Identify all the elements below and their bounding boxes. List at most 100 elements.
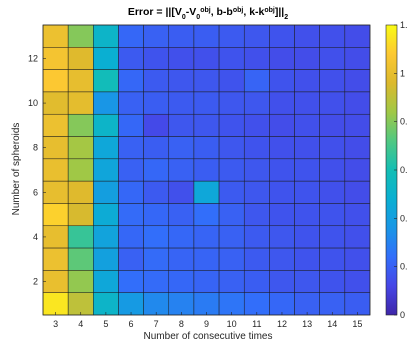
- heatmap-cell: [319, 158, 346, 182]
- heatmap-cell: [193, 203, 220, 227]
- colorbar-ticks: 1. 1 0. 0. 0. 0. 0: [394, 20, 408, 320]
- heatmap-cell: [269, 24, 295, 48]
- heatmap-cell: [294, 270, 320, 293]
- heatmap-cell: [93, 270, 119, 293]
- heatmap-cell: [344, 47, 371, 70]
- heatmap-cell: [218, 69, 245, 93]
- y-tick-label: 4: [33, 232, 38, 242]
- heatmap-cell: [269, 225, 295, 249]
- heatmap-cell: [218, 203, 245, 227]
- heatmap-cell: [143, 136, 170, 160]
- heatmap-cell: [218, 247, 245, 271]
- y-tick-label: 10: [28, 98, 38, 108]
- heatmap-cell: [168, 180, 195, 204]
- heatmap-cell: [294, 180, 320, 204]
- heatmap-cell: [118, 47, 144, 70]
- heatmap-cell: [294, 247, 320, 271]
- heatmap-cell: [168, 225, 195, 249]
- heatmap-cell: [344, 91, 371, 115]
- heatmap-cell: [42, 136, 69, 160]
- heatmap-cell: [319, 247, 346, 271]
- heatmap-cell: [42, 247, 69, 271]
- heatmap-cell: [93, 24, 119, 48]
- y-tick-label: 12: [28, 53, 38, 63]
- heatmap-cell: [269, 292, 295, 316]
- heatmap-cell: [193, 24, 220, 48]
- heatmap-cell: [42, 24, 69, 48]
- x-tick-label: 13: [302, 319, 312, 329]
- heatmap-cell: [319, 91, 346, 115]
- heatmap-cell: [93, 136, 119, 160]
- y-tick-labels: 2 4 6 8 10 12: [28, 53, 38, 286]
- heatmap-cell: [269, 180, 295, 204]
- x-axis-label: Number of consecutive times: [144, 331, 273, 342]
- heatmap-cell: [344, 113, 371, 137]
- heatmap-cell: [218, 225, 245, 249]
- x-tick-label: 6: [129, 319, 134, 329]
- heatmap-cell: [344, 292, 371, 316]
- colorbar-tick-label: 0.: [400, 165, 408, 175]
- heatmap-cell: [143, 69, 170, 93]
- heatmap-cell: [118, 292, 144, 316]
- heatmap-cell: [243, 247, 270, 271]
- heatmap-cell: [218, 270, 245, 293]
- colorbar-tick-label: 0.: [400, 117, 408, 127]
- heatmap-cell: [42, 47, 69, 70]
- heatmap-cell: [344, 158, 371, 182]
- heatmap-cell: [218, 24, 245, 48]
- heatmap-cell: [269, 69, 295, 93]
- heatmap-cell: [294, 203, 320, 227]
- heatmap-cell: [294, 225, 320, 249]
- heatmap-cell: [319, 292, 346, 316]
- heatmap-cell: [168, 158, 195, 182]
- heatmap-cell: [319, 136, 346, 160]
- x-tick-label: 7: [154, 319, 159, 329]
- x-tick-label: 9: [204, 319, 209, 329]
- heatmap-cell: [93, 91, 119, 115]
- x-tick-label: 10: [227, 319, 237, 329]
- heatmap-cell: [193, 292, 220, 316]
- heatmap-cell: [294, 69, 320, 93]
- heatmap-cell: [243, 203, 270, 227]
- heatmap-cell: [118, 180, 144, 204]
- x-tick-labels: 3 4 5 6 7 8 9 10 11 12 13 14 15: [53, 319, 362, 329]
- heatmap-cell: [118, 91, 144, 115]
- y-tick-label: 2: [33, 277, 38, 287]
- heatmap-cell: [93, 158, 119, 182]
- heatmap-cell: [118, 113, 144, 137]
- x-tick-label: 15: [352, 319, 362, 329]
- heatmap-cell: [243, 24, 270, 48]
- colorbar-tick-label: 1.: [400, 20, 408, 30]
- heatmap-cell: [67, 203, 94, 227]
- heatmap-cell: [218, 158, 245, 182]
- heatmap-cell: [243, 47, 270, 70]
- heatmap-cell: [294, 136, 320, 160]
- heatmap-cell: [143, 292, 170, 316]
- heatmap-cell: [168, 247, 195, 271]
- heatmap-cell: [143, 180, 170, 204]
- heatmap-cell: [193, 136, 220, 160]
- heatmap-cell: [143, 225, 170, 249]
- heatmap-cell: [118, 270, 144, 293]
- heatmap-cell: [269, 158, 295, 182]
- heatmap-cell: [243, 69, 270, 93]
- heatmap-cell: [93, 180, 119, 204]
- heatmap-cell: [344, 203, 371, 227]
- heatmap-cell: [218, 113, 245, 137]
- heatmap-cell: [269, 247, 295, 271]
- heatmap-cell: [42, 158, 69, 182]
- heatmap-cell: [93, 225, 119, 249]
- heatmap-cell: [344, 180, 371, 204]
- heatmap-cell: [118, 247, 144, 271]
- heatmap-cell: [143, 113, 170, 137]
- heatmap-cell: [243, 136, 270, 160]
- heatmap-cell: [67, 225, 94, 249]
- heatmap-cell: [218, 136, 245, 160]
- heatmap-cell: [319, 47, 346, 70]
- heatmap-cell: [193, 180, 220, 204]
- heatmap-cell: [344, 270, 371, 293]
- heatmap-cell: [168, 136, 195, 160]
- heatmap-cell: [269, 47, 295, 70]
- heatmap-cell: [319, 225, 346, 249]
